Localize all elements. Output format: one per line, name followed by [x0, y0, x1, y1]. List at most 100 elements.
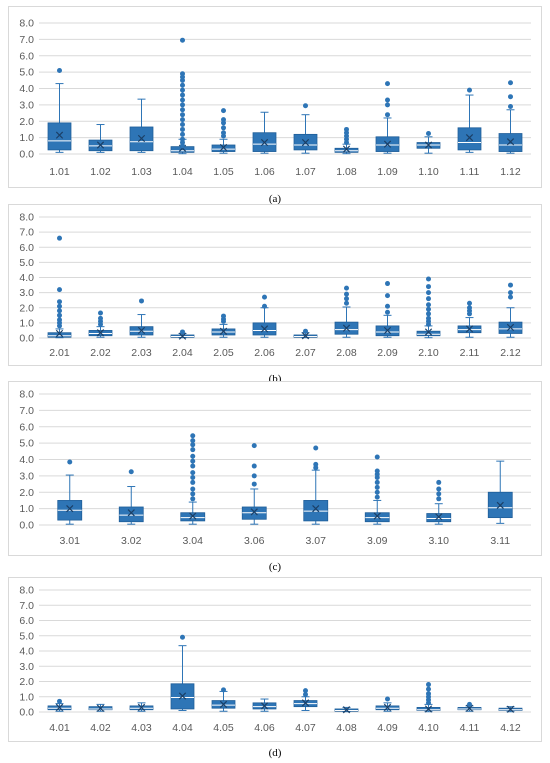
mean-marker: [424, 328, 433, 336]
mean-marker: [373, 512, 381, 520]
outlier-point: [313, 445, 319, 451]
outlier-point: [385, 293, 390, 299]
chart-frame: 0.0 1.0 2.0 3.0 4.0 5.0 6.0 7.0 8.0 4.01 4.02 4.03 4…: [8, 577, 542, 742]
y-tick-label: 1.0: [19, 691, 34, 703]
outlier-point: [374, 454, 380, 460]
outlier-point: [139, 298, 144, 304]
x-tick-label: 1.06: [254, 166, 275, 178]
mean-marker: [506, 323, 515, 332]
mean-marker: [496, 501, 504, 509]
y-tick-label: 5.0: [19, 438, 34, 450]
outlier-point: [508, 294, 513, 300]
x-tick-label: 3.01: [60, 535, 81, 547]
mean-marker: [301, 138, 310, 147]
x-tick-label: 2.04: [172, 347, 193, 359]
outlier-point: [436, 479, 442, 485]
mean-marker: [178, 692, 187, 700]
box-group: [487, 460, 513, 524]
outlier-point: [180, 107, 185, 113]
y-tick-label: 8.0: [19, 585, 34, 597]
x-tick-label: 4.08: [336, 722, 357, 734]
outlier-point: [385, 281, 390, 287]
box-group: [47, 698, 72, 712]
x-tick-label: 2.08: [336, 347, 357, 359]
x-tick-label: 4.01: [49, 722, 70, 734]
x-tick-label: 2.01: [49, 347, 70, 359]
outlier-point: [385, 81, 390, 87]
outlier-point: [190, 447, 196, 453]
box-group: [334, 706, 359, 714]
outlier-point: [57, 303, 62, 309]
outlier-point: [190, 458, 196, 464]
y-tick-label: 5.0: [19, 67, 34, 79]
outlier-point: [467, 300, 472, 306]
y-tick-label: 4.0: [19, 272, 34, 284]
y-tick-label: 0.0: [19, 520, 34, 532]
box-group: [457, 701, 482, 712]
outlier-point: [426, 284, 431, 290]
y-tick-label: 4.0: [19, 454, 34, 466]
mean-marker: [342, 145, 351, 153]
panel-caption-c: (c): [268, 561, 282, 573]
y-tick-label: 1.0: [19, 503, 34, 515]
mean-marker: [137, 703, 146, 712]
box-group: [364, 454, 390, 525]
box-group: [416, 131, 441, 154]
box-group: [426, 479, 452, 525]
outlier-point: [508, 290, 513, 296]
outlier-point: [180, 122, 185, 128]
mean-marker: [383, 703, 392, 712]
outlier-point: [313, 461, 319, 467]
y-tick-label: 6.0: [19, 242, 34, 254]
mean-marker: [506, 705, 515, 713]
y-tick-label: 0.0: [19, 333, 34, 345]
mean-marker: [219, 143, 228, 152]
outlier-point: [467, 701, 472, 707]
outlier-point: [190, 475, 196, 481]
box-group: [252, 111, 277, 154]
outlier-point: [57, 299, 62, 305]
outlier-point: [374, 468, 380, 474]
mean-marker: [96, 704, 105, 712]
mean-marker: [260, 702, 269, 710]
boxplot-chart-b: 0.0 1.0 2.0 3.0 4.0 5.0 6.0 7.0 8.0 2.01 2.02 2.03 2…: [19, 212, 531, 359]
x-tick-label: 1.10: [418, 166, 439, 178]
box-group: [303, 445, 329, 525]
x-tick-label: 3.02: [121, 535, 142, 547]
mean-marker: [55, 131, 64, 139]
outlier-point: [303, 103, 308, 109]
box-group: [180, 433, 206, 525]
box-group: [88, 310, 113, 338]
outlier-point: [262, 303, 267, 309]
x-tick-label: 1.09: [377, 166, 398, 178]
box-group: [293, 688, 318, 711]
box: [487, 491, 513, 519]
box-group: [375, 281, 400, 338]
x-tick-label: 3.09: [367, 535, 388, 547]
x-tick-label: 4.05: [213, 722, 234, 734]
box-group: [457, 87, 482, 153]
box-group: [88, 124, 113, 153]
mean-marker: [342, 324, 351, 332]
outlier-point: [190, 438, 196, 444]
y-tick-label: 7.0: [19, 600, 34, 612]
outlier-point: [385, 303, 390, 309]
box-group: [57, 459, 83, 525]
y-tick-label: 8.0: [19, 389, 34, 401]
box-group: [416, 276, 441, 339]
outlier-point: [180, 117, 185, 123]
y-tick-label: 2.0: [19, 487, 34, 499]
outlier-point: [303, 328, 308, 334]
mean-marker: [301, 332, 310, 340]
box-group: [375, 696, 400, 712]
outlier-point: [221, 130, 226, 136]
box-group: [129, 702, 154, 712]
x-tick-label: 1.01: [49, 166, 70, 178]
outlier-point: [190, 486, 196, 492]
y-tick-label: 1.0: [19, 317, 34, 329]
box-group: [457, 300, 482, 338]
outlier-point: [374, 489, 380, 495]
mean-marker: [189, 512, 197, 520]
outlier-point: [426, 131, 431, 137]
outlier-point: [251, 473, 257, 479]
